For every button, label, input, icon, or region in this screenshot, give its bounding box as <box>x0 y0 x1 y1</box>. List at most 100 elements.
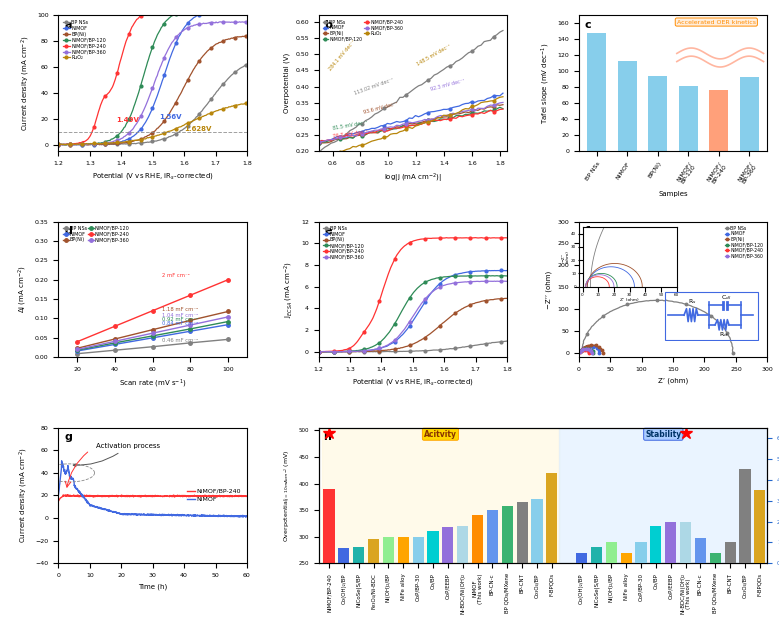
RuO₂ <box>367 137 376 145</box>
NiMOF/BP-360 <box>581 345 590 352</box>
Y-axis label: Tafel slope (mV dec$^{-1}$): Tafel slope (mV dec$^{-1}$) <box>539 43 552 124</box>
NiMOF/BP-240 <box>429 117 439 124</box>
Line: NiMOF/BP-240: NiMOF/BP-240 <box>58 495 247 501</box>
BP(Ni) <box>377 347 386 354</box>
Bar <box>442 527 453 619</box>
Legend: BP NSs, NiMOF, BP(Ni), NiMOF/BP-120, NiMOF/BP-240, NiMOF/BP-360, RuO₂: BP NSs, NiMOF, BP(Ni), NiMOF/BP-120, NiM… <box>61 18 108 62</box>
NiMOF/BP-360 <box>499 99 508 106</box>
NiMOF/BP-360 <box>66 141 76 149</box>
NiMOF/BP-360 <box>576 349 585 357</box>
NiMOF/BP-240 <box>583 347 593 354</box>
BP(Ni) <box>578 345 587 352</box>
NiMOF/BP-240 <box>319 348 328 355</box>
BP NSs <box>148 343 157 350</box>
Line: BP(Ni): BP(Ni) <box>57 34 255 146</box>
NiMOF/BP-240 <box>376 126 386 134</box>
Line: NiMOF/BP-240: NiMOF/BP-240 <box>76 278 230 344</box>
NiMOF/BP-240 <box>314 348 323 355</box>
NiMOF/BP-240 <box>241 6 250 13</box>
Bar <box>636 542 647 563</box>
NiMOF/BP-360 <box>57 141 66 149</box>
BP NSs <box>185 339 195 347</box>
NiMOF <box>361 126 370 134</box>
Line: NiMOF/BP-240: NiMOF/BP-240 <box>579 348 591 354</box>
NiMOF/BP-240 <box>54 141 63 148</box>
BP NSs <box>361 117 370 124</box>
BP NSs <box>502 337 512 345</box>
Line: NiMOF/BP-360: NiMOF/BP-360 <box>57 20 255 146</box>
BP NSs <box>340 348 350 355</box>
BP NSs <box>249 58 258 66</box>
Bar <box>650 526 661 563</box>
NiMOF/BP-360 <box>492 277 502 285</box>
NiMOF/BP-360 <box>587 349 596 357</box>
NiMOF/BP-240 <box>361 130 370 137</box>
RuO₂ <box>91 140 100 147</box>
NiMOF/BP-360 <box>224 313 233 321</box>
NiMOF/BP-240 <box>234 6 243 13</box>
Text: 76.7 mV dec⁻¹: 76.7 mV dec⁻¹ <box>333 129 368 139</box>
Y-axis label: Current density (mA cm$^{-2}$): Current density (mA cm$^{-2}$) <box>19 35 31 131</box>
BP NSs <box>111 347 120 354</box>
NiMOF/BP-120 <box>578 345 587 353</box>
Line: NiMOF/BP-120: NiMOF/BP-120 <box>317 274 509 353</box>
NiMOF <box>204 512 213 519</box>
BP NSs <box>240 62 249 69</box>
Text: c: c <box>584 20 591 30</box>
BP NSs <box>66 141 76 149</box>
Bar <box>398 537 409 619</box>
NiMOF <box>367 124 376 132</box>
NiMOF <box>576 349 585 357</box>
Bar <box>323 489 334 619</box>
RuO₂ <box>107 139 116 147</box>
Bar <box>322 428 559 563</box>
NiMOF/BP-120 <box>588 349 597 357</box>
Line: NiMOF: NiMOF <box>317 92 504 144</box>
BP NSs <box>345 127 354 134</box>
BP NSs <box>107 141 116 148</box>
NiMOF/BP-240 <box>72 338 82 345</box>
RuO₂ <box>373 136 382 143</box>
NiMOF/BP-360 <box>414 304 423 311</box>
Text: f: f <box>584 226 590 236</box>
BP NSs <box>72 350 82 357</box>
BP(Ni) <box>65 141 75 149</box>
Bar <box>739 469 751 563</box>
BP(Ni) <box>576 348 585 356</box>
Line: NiMOF/BP-360: NiMOF/BP-360 <box>578 347 593 354</box>
NiMOF <box>130 510 139 517</box>
NiMOF/BP-360 <box>367 128 376 135</box>
NiMOF <box>345 130 354 137</box>
BP(Ni) <box>502 295 512 302</box>
NiMOF/BP-240 <box>471 234 480 241</box>
NiMOF/BP-240 <box>377 290 386 297</box>
X-axis label: Z’ (ohm): Z’ (ohm) <box>658 378 688 384</box>
BP NSs <box>54 141 63 148</box>
Bar <box>353 547 365 619</box>
BP NSs <box>367 113 376 121</box>
NiMOF/BP-360 <box>471 278 480 285</box>
NiMOF/BP-240 <box>201 492 210 500</box>
NiMOF/BP-360 <box>249 18 258 25</box>
NiMOF/BP-120 <box>91 140 100 147</box>
NiMOF/BP-120 <box>575 349 584 357</box>
NiMOF/BP-360 <box>377 344 386 351</box>
NiMOF <box>421 297 431 304</box>
NiMOF/BP-240 <box>583 347 593 354</box>
NiMOF/BP-360 <box>107 139 116 146</box>
NiMOF/BP-360 <box>314 348 323 355</box>
NiMOF/BP-120 <box>588 349 597 357</box>
NiMOF/BP-120 <box>241 6 250 13</box>
NiMOF/BP-240 <box>160 6 170 13</box>
BP(Ni) <box>90 141 99 149</box>
Line: RuO₂: RuO₂ <box>57 101 255 146</box>
Y-axis label: Overpotential (V): Overpotential (V) <box>283 53 290 113</box>
RuO₂ <box>376 135 386 142</box>
NiMOF/BP-120 <box>580 345 590 352</box>
NiMOF/BP-360 <box>446 280 455 287</box>
Line: BP NSs: BP NSs <box>317 340 509 353</box>
NiMOF <box>111 340 120 348</box>
Text: 0.92 mF cm⁻²: 0.92 mF cm⁻² <box>162 317 199 322</box>
Text: 284.1 mV dec⁻¹: 284.1 mV dec⁻¹ <box>329 38 357 71</box>
Text: 0.84 mF cm⁻²: 0.84 mF cm⁻² <box>162 321 199 326</box>
